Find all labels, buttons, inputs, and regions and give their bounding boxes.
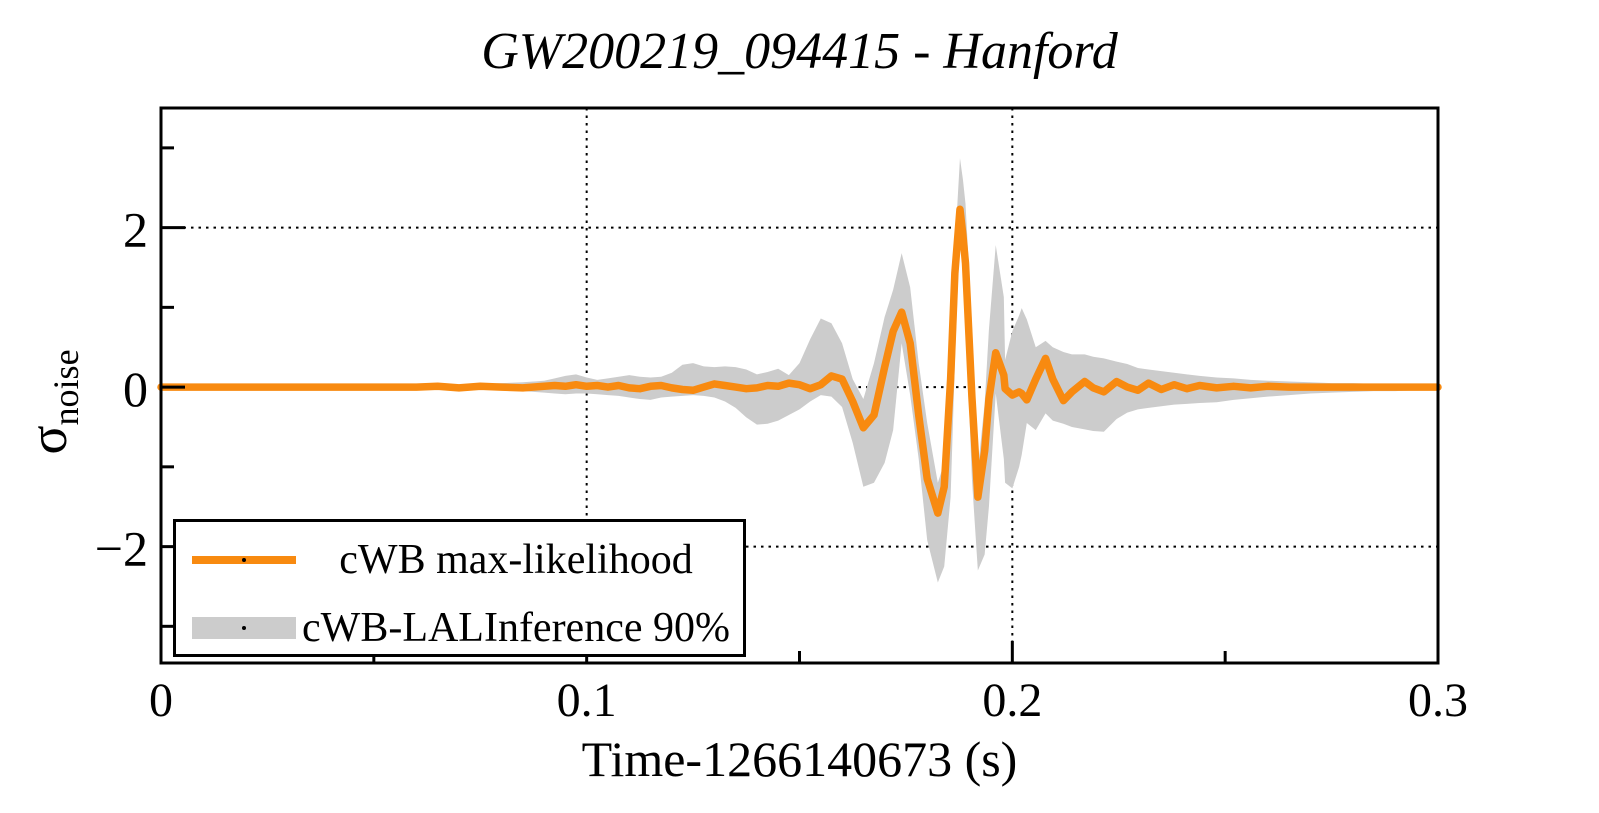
- y-axis-label-symbol: σ: [18, 425, 79, 455]
- y-tick-label: −2: [95, 521, 148, 577]
- x-tick-label: 0.3: [1408, 674, 1468, 727]
- y-axis-label: σnoise: [17, 349, 87, 454]
- x-axis-label: Time-1266140673 (s): [581, 731, 1018, 787]
- legend-band-marker-dot: [242, 626, 246, 630]
- x-tick-label: 0.2: [982, 674, 1042, 727]
- plot-frame: [159, 106, 1440, 665]
- confidence-band: [161, 158, 1438, 583]
- y-tick-label: 2: [123, 202, 148, 258]
- y-tick-label: 0: [123, 361, 148, 417]
- x-tick-label: 0.1: [557, 674, 617, 727]
- legend: cWB max-likelihood cWB-LALInference 90%: [173, 519, 746, 657]
- plot-title: GW200219_094415 - Hanford: [481, 23, 1118, 80]
- legend-line-marker-dot: [242, 558, 246, 562]
- x-tick-label: 0: [149, 674, 173, 727]
- legend-line-label: cWB max-likelihood: [339, 537, 693, 583]
- y-axis-label-subscript: noise: [45, 349, 86, 426]
- waveform-line: [157, 205, 1442, 517]
- legend-band-label: cWB-LALInference 90%: [302, 605, 730, 651]
